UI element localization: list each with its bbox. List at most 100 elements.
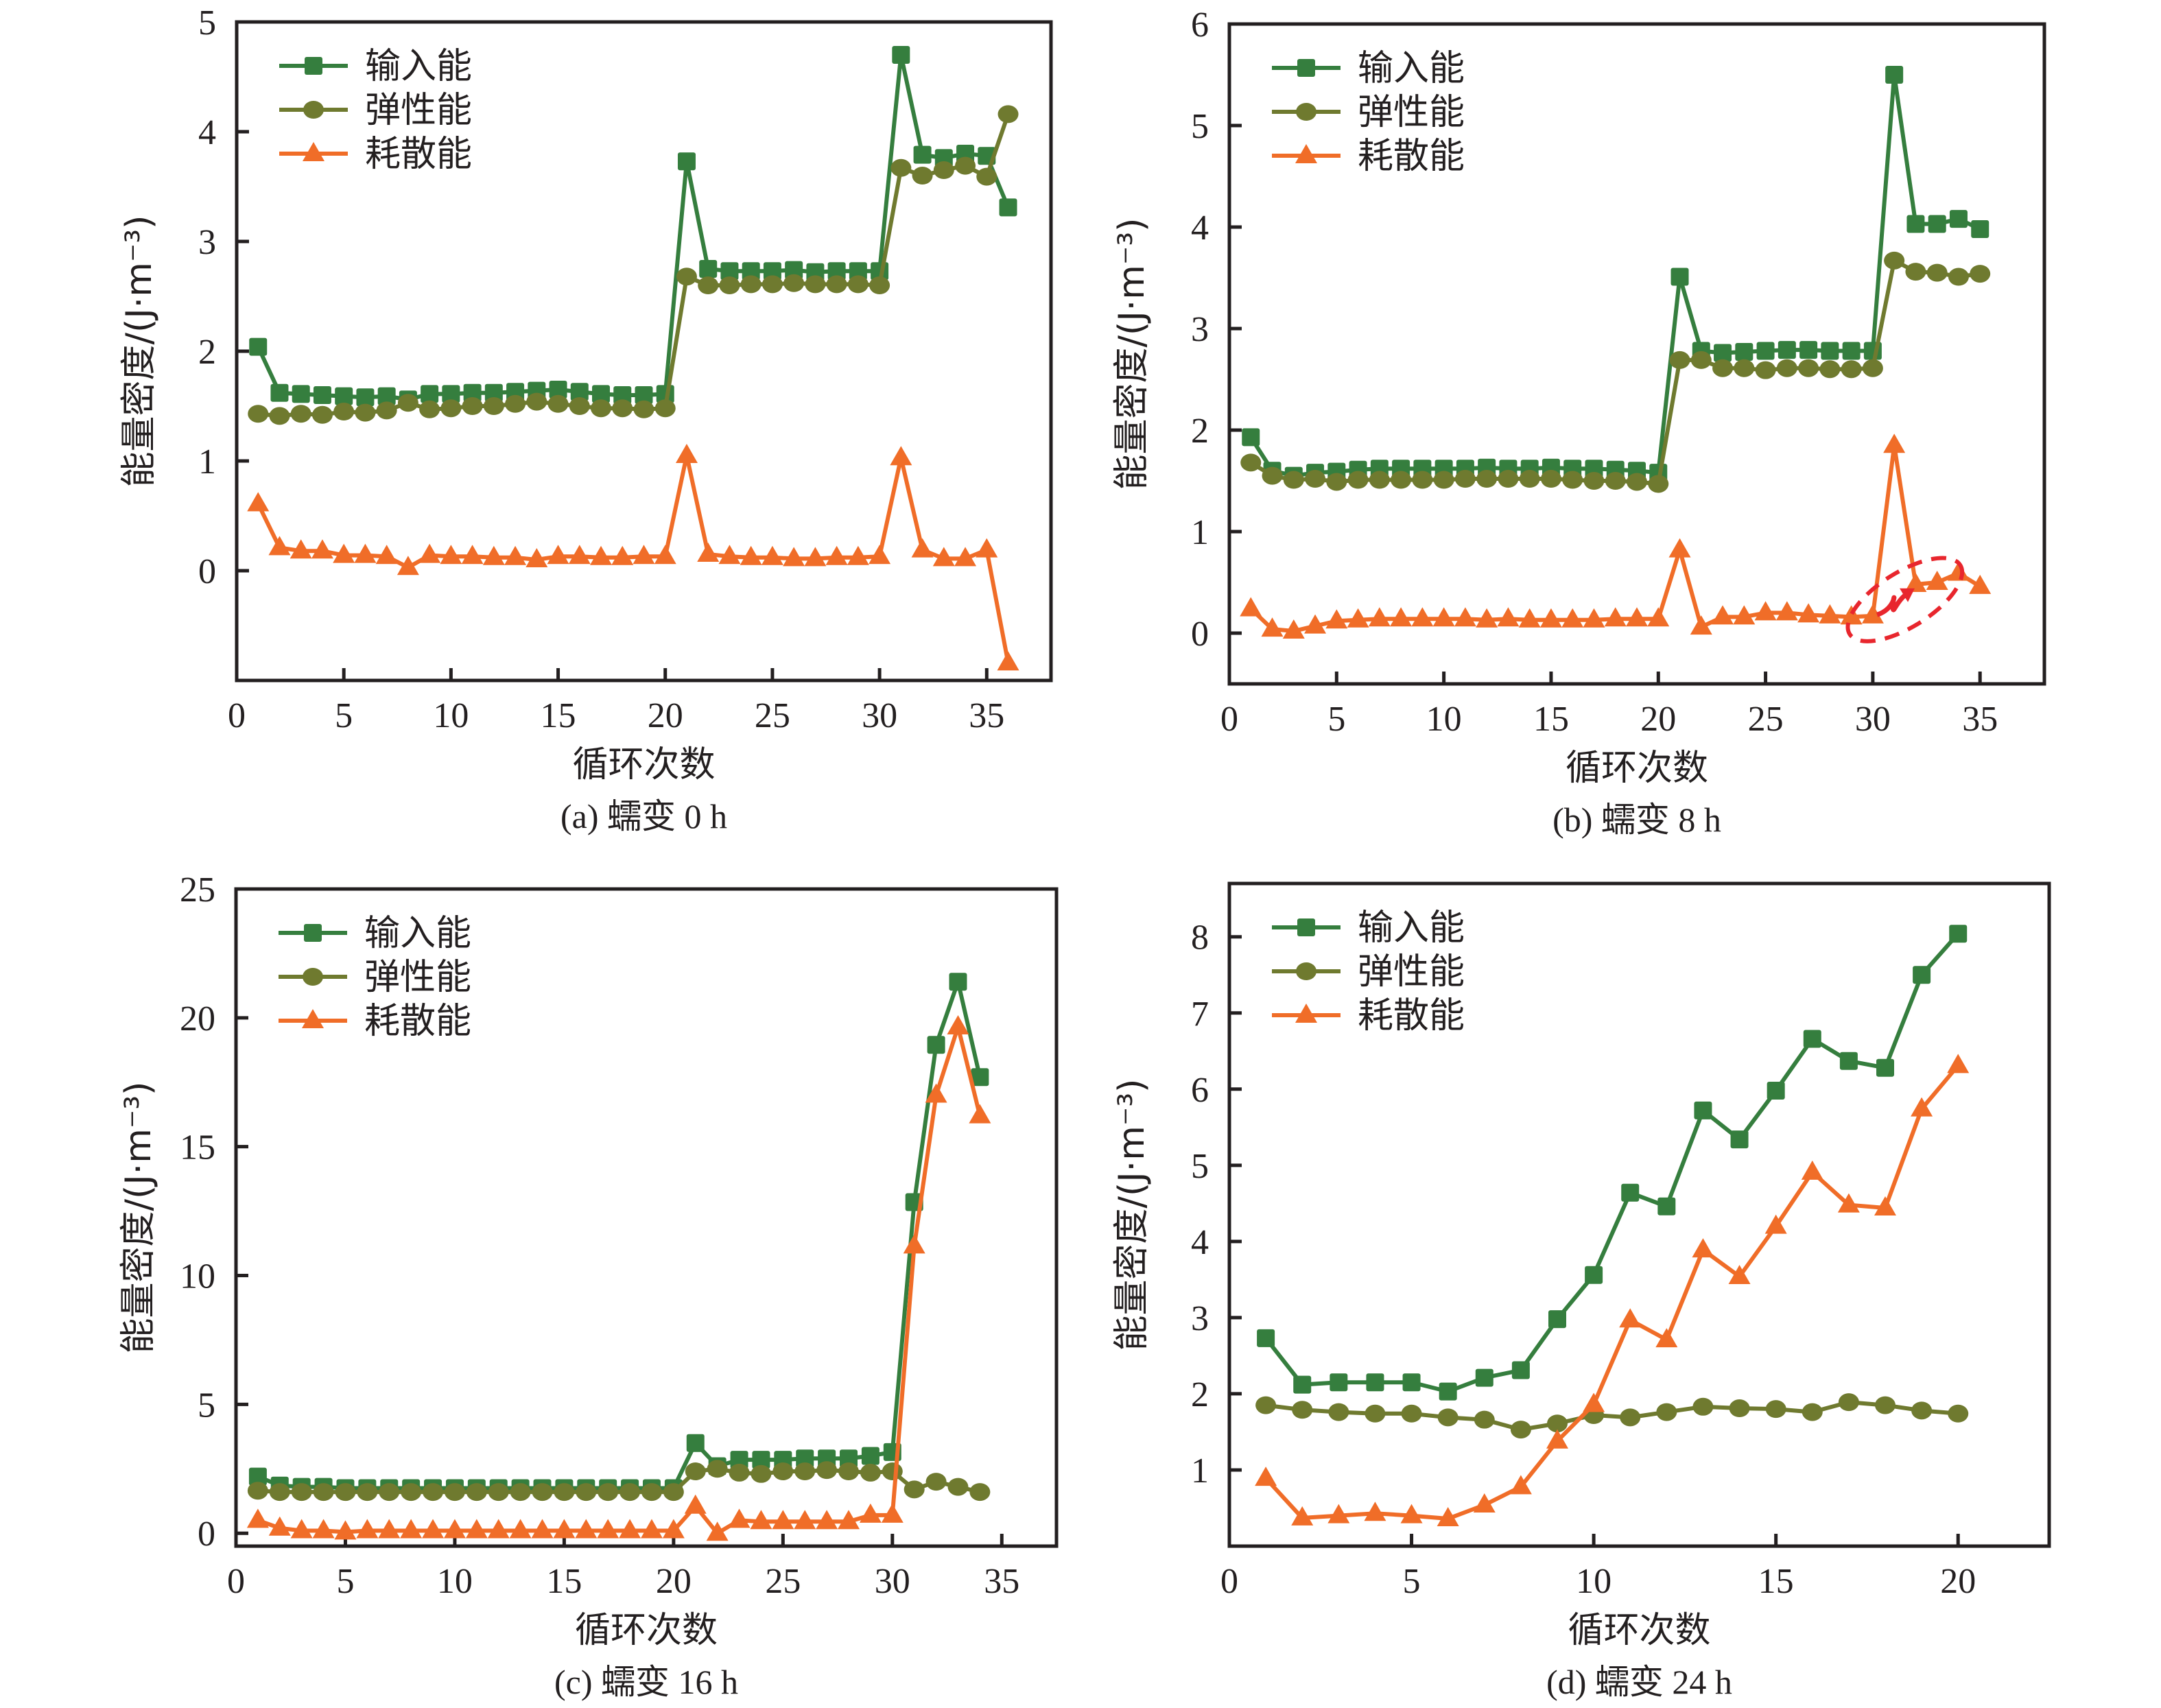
data-point-dissipated: [418, 543, 441, 563]
y-tick-label: 5: [1191, 1147, 1209, 1186]
panel-a: 0 1 2 3 4 5 0 5 10 15 20 25 30 35 循环次数 能量密度/(J·m⁻³) (a) …: [119, 3, 1053, 835]
x-tick-label: 10: [433, 696, 469, 735]
arrow-head-icon: [1900, 588, 1915, 602]
data-point-dissipated: [247, 492, 270, 512]
data-point-elastic: [1690, 351, 1712, 369]
data-point-dissipated: [482, 545, 505, 565]
data-point-elastic: [401, 1483, 422, 1502]
data-point-input: [796, 1449, 814, 1468]
data-point-input: [1475, 1368, 1493, 1387]
data-point-elastic: [641, 1483, 662, 1502]
data-point-dissipated: [740, 545, 762, 565]
data-point-dissipated: [1240, 597, 1262, 617]
legend-label-input: 输入能: [1358, 48, 1465, 89]
data-point-dissipated: [1255, 1467, 1277, 1486]
data-point-elastic: [1776, 359, 1797, 377]
data-point-elastic: [1819, 360, 1841, 379]
legend-marker-elastic: [1296, 103, 1316, 121]
data-point-elastic: [1802, 1403, 1823, 1421]
y-tick-label: 2: [198, 333, 216, 372]
series-input: [249, 46, 1017, 409]
data-point-input: [463, 383, 482, 402]
data-point-input: [549, 381, 567, 399]
plot-frame: [1227, 881, 2051, 1548]
data-point-elastic: [1734, 359, 1755, 377]
data-point-elastic: [1365, 1404, 1386, 1423]
data-point-dissipated: [354, 543, 377, 563]
plot-frame: [1227, 22, 2046, 686]
y-axis-label: 能量密度/(J·m⁻³): [119, 215, 160, 488]
data-point-elastic: [933, 161, 954, 179]
legend-marker-input: [1297, 918, 1315, 936]
data-point-dissipated: [1969, 574, 1992, 594]
data-point-input: [742, 262, 760, 281]
data-point-input: [1821, 342, 1839, 360]
x-tick-label: 25: [765, 1562, 801, 1601]
data-point-input: [1257, 1329, 1275, 1347]
data-point-elastic: [1540, 470, 1561, 488]
data-point-elastic: [444, 1483, 465, 1502]
data-point-input: [249, 337, 268, 356]
data-point-input: [1694, 1101, 1712, 1119]
data-point-elastic: [1838, 1393, 1859, 1412]
data-point-input: [442, 385, 460, 403]
data-point-dissipated: [1692, 1238, 1714, 1258]
y-tick-label: 15: [180, 1128, 215, 1167]
data-point-input: [752, 1451, 770, 1469]
data-point-elastic: [783, 274, 805, 292]
legend-label-elastic: 弹性能: [365, 90, 472, 131]
data-point-elastic: [1627, 473, 1647, 491]
data-point-dissipated: [697, 543, 720, 562]
data-point-elastic: [1755, 361, 1776, 379]
data-point-dissipated: [859, 1503, 882, 1523]
data-point-dissipated: [640, 1519, 663, 1539]
x-tick-label: 5: [1403, 1562, 1421, 1601]
data-point-elastic: [505, 394, 526, 413]
x-tick-label: 20: [1640, 700, 1676, 739]
data-point-input: [1330, 1373, 1348, 1392]
legend-label-input: 输入能: [364, 913, 471, 954]
data-point-input: [699, 260, 718, 278]
data-point-dissipated: [662, 1519, 685, 1539]
annotation: [1845, 556, 1965, 643]
panel-caption: (d) 蠕变 24 h: [1546, 1663, 1732, 1701]
data-point-dissipated: [440, 545, 462, 565]
x-tick-label: 35: [969, 696, 1004, 735]
data-point-elastic: [291, 1483, 312, 1502]
data-point-elastic: [313, 1483, 334, 1502]
data-point-dissipated: [761, 545, 783, 565]
data-point-elastic: [423, 1483, 444, 1502]
data-point-dissipated: [1411, 607, 1434, 627]
data-point-elastic: [947, 1478, 969, 1496]
data-point-input: [248, 1467, 267, 1486]
data-point-dissipated: [1304, 614, 1327, 634]
data-point-elastic: [1283, 471, 1304, 489]
data-point-dissipated: [890, 446, 912, 466]
data-point-elastic: [576, 1483, 597, 1502]
data-point-elastic: [676, 268, 697, 286]
data-point-elastic: [466, 1483, 487, 1502]
data-point-elastic: [698, 276, 719, 294]
data-point-elastic: [1905, 263, 1926, 281]
data-point-input: [971, 1068, 989, 1087]
data-point-elastic: [1437, 1408, 1459, 1427]
data-point-dissipated: [1911, 1097, 1933, 1117]
data-point-dissipated: [706, 1521, 729, 1541]
data-point-elastic: [1412, 471, 1433, 489]
data-point-dissipated: [1454, 607, 1476, 627]
data-point-elastic: [955, 156, 976, 175]
data-point-dissipated: [378, 1519, 401, 1539]
y-axis-label: 能量密度/(J·m⁻³): [1111, 1079, 1153, 1351]
data-point-dissipated: [1325, 609, 1348, 629]
data-point-dissipated: [547, 545, 569, 565]
data-point-input: [292, 385, 310, 403]
data-point-elastic: [794, 1462, 816, 1481]
data-point-dissipated: [1712, 605, 1734, 625]
data-point-elastic: [1498, 470, 1519, 488]
data-point-elastic: [997, 105, 1019, 123]
data-point-input: [720, 262, 739, 281]
y-tick-label: 3: [198, 223, 216, 262]
data-point-dissipated: [1619, 1308, 1642, 1328]
data-point-elastic: [1519, 470, 1540, 488]
data-point-elastic: [1328, 1403, 1349, 1421]
